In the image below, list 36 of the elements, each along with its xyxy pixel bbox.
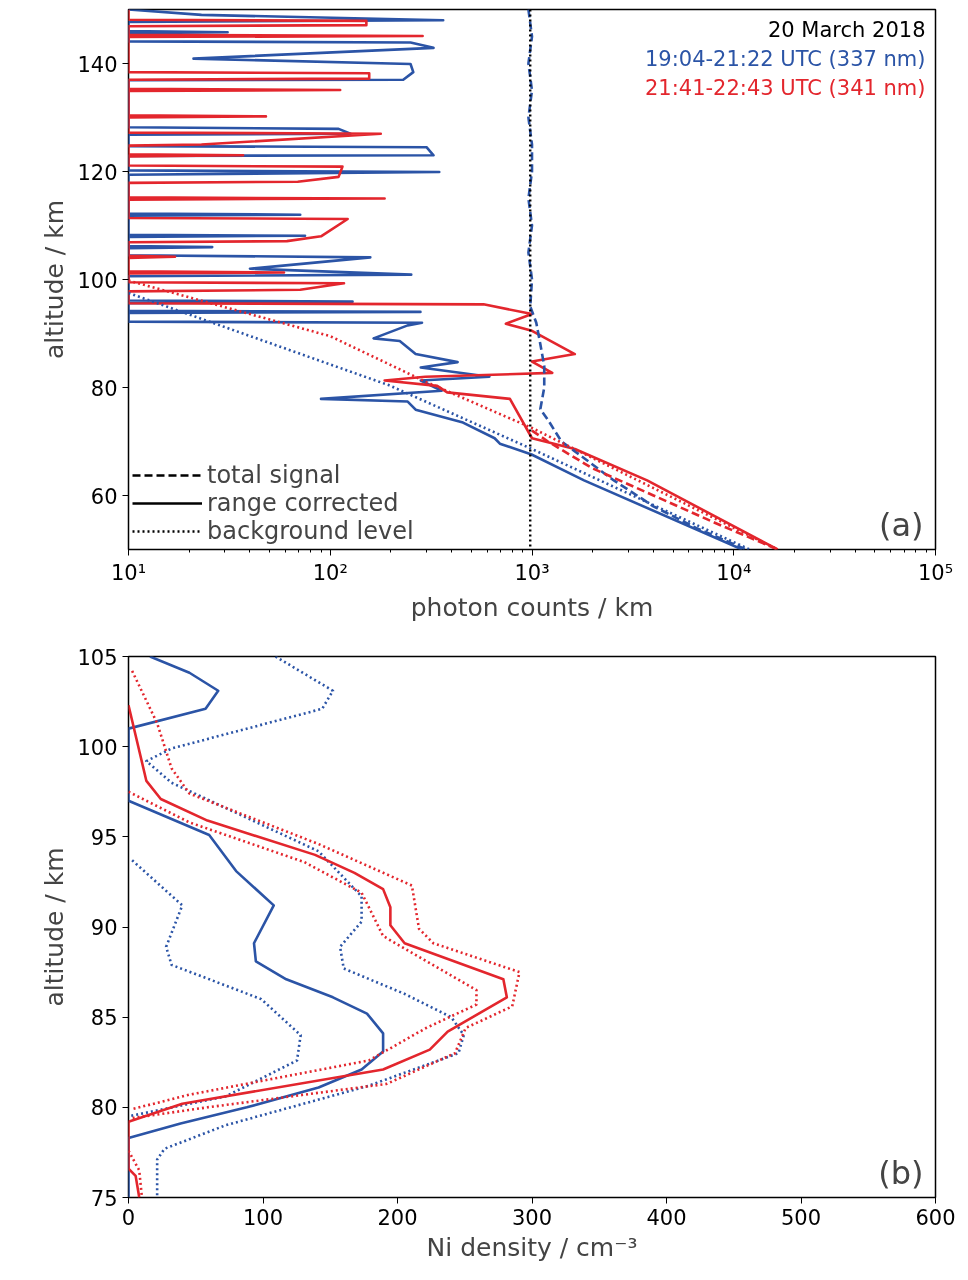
y-tick-label: 80 — [90, 376, 118, 401]
annotation: (b) — [878, 1153, 924, 1192]
y-tick-label: 90 — [90, 916, 118, 940]
x-axis-title: Ni density / cm⁻³ — [426, 1232, 638, 1262]
annotation: (a) — [878, 505, 924, 544]
y-tick-label: 120 — [77, 160, 118, 185]
x-tick-label: 10¹ — [110, 560, 147, 585]
y-axis-title: altitude / km — [40, 847, 70, 1007]
x-tick-label: 10⁴ — [716, 560, 752, 585]
y-tick-label: 80 — [90, 1096, 118, 1121]
x-tick-label: 500 — [780, 1205, 822, 1230]
annotation: background level — [207, 517, 414, 545]
x-tick-label: 200 — [377, 1205, 418, 1230]
y-tick-label: 105 — [77, 645, 118, 670]
legend-title: 20 March 2018 — [767, 17, 926, 42]
x-tick-label: 600 — [915, 1205, 956, 1230]
x-tick-label: 400 — [646, 1205, 687, 1230]
y-tick-label: 140 — [77, 52, 118, 77]
x-tick-label: 100 — [242, 1205, 284, 1230]
y-tick-label: 100 — [77, 735, 118, 760]
y-tick-label: 60 — [90, 484, 118, 509]
y-tick-label: 95 — [90, 825, 118, 850]
annotation: total signal — [207, 461, 341, 489]
text: 21:41-22:43 UTC (341 nm) — [644, 75, 926, 100]
y-tick-label: 85 — [90, 1006, 118, 1031]
text: 19:04-21:22 UTC (337 nm) — [644, 46, 926, 71]
y-axis-title: altitude / km — [40, 199, 70, 360]
x-tick-label: 10³ — [514, 560, 550, 585]
x-tick-label: 0 — [121, 1205, 136, 1230]
y-tick-label: 75 — [90, 1186, 118, 1211]
y-tick-label: 100 — [77, 268, 118, 293]
x-tick-label: 300 — [511, 1205, 553, 1230]
x-tick-label: 10⁵ — [917, 560, 954, 585]
x-axis-title: photon counts / km — [410, 592, 654, 622]
x-tick-label: 10² — [312, 560, 348, 585]
annotation: range corrected — [207, 489, 399, 517]
